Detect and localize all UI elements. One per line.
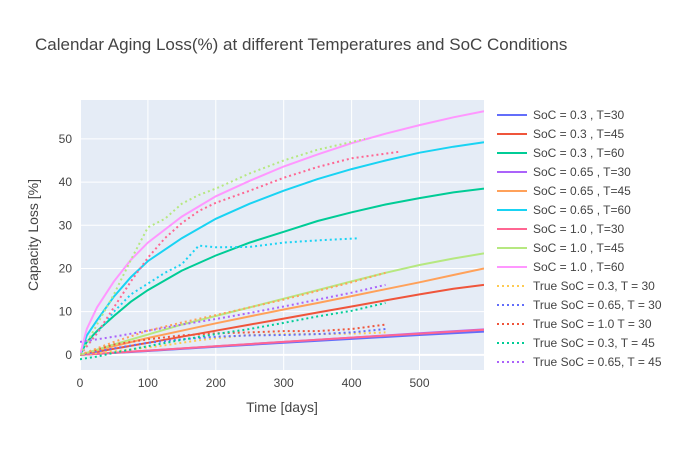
y-axis-label: Capacity Loss [%] bbox=[25, 179, 41, 291]
x-axis-label: Time [days] bbox=[246, 399, 318, 415]
y-tick-label: 40 bbox=[59, 175, 73, 189]
legend-label: SoC = 1.0 , T=45 bbox=[533, 241, 624, 255]
x-tick-label: 300 bbox=[274, 376, 294, 390]
legend-label: SoC = 0.65 , T=45 bbox=[533, 184, 631, 198]
legend-item[interactable]: True SoC = 0.65, T = 30 bbox=[497, 298, 662, 312]
legend-item[interactable]: SoC = 1.0 , T=30 bbox=[497, 222, 624, 236]
series-line-12 bbox=[80, 323, 386, 356]
x-tick-label: 0 bbox=[77, 376, 84, 390]
legend-label: SoC = 0.65 , T=30 bbox=[533, 165, 631, 179]
legend-label: True SoC = 0.3, T = 30 bbox=[533, 279, 655, 293]
legend-label: True SoC = 1.0 T = 30 bbox=[533, 317, 652, 331]
legend-item[interactable]: SoC = 1.0 , T=45 bbox=[497, 241, 624, 255]
series-line-9 bbox=[80, 110, 484, 356]
legend-label: SoC = 1.0 , T=30 bbox=[533, 222, 624, 236]
series-line-2 bbox=[80, 283, 484, 356]
x-tick-label: 500 bbox=[409, 376, 429, 390]
legend-label: True SoC = 0.65, T = 45 bbox=[533, 355, 662, 369]
y-tick-label: 0 bbox=[65, 348, 72, 362]
legend[interactable]: SoC = 0.3 , T=30 SoC = 0.3 , T=45 SoC = 0.… bbox=[497, 108, 662, 369]
series-line-18 bbox=[80, 137, 366, 356]
grid-lines bbox=[79, 100, 484, 370]
series-line-7 bbox=[80, 328, 484, 356]
legend-item[interactable]: SoC = 1.0 , T=60 bbox=[497, 260, 624, 274]
legend-item[interactable]: SoC = 0.3 , T=45 bbox=[497, 127, 624, 141]
y-tick-label: 20 bbox=[59, 261, 73, 275]
legend-label: SoC = 0.3 , T=30 bbox=[533, 108, 624, 122]
series-layer bbox=[80, 110, 484, 361]
legend-item[interactable]: SoC = 0.3 , T=30 bbox=[497, 108, 624, 122]
x-tick-label: 400 bbox=[342, 376, 362, 390]
y-tick-label: 50 bbox=[59, 132, 73, 146]
legend-label: SoC = 0.3 , T=45 bbox=[533, 127, 624, 141]
axis-layer: 0 100 200 300 400 500 0 10 20 30 40 50 bbox=[59, 132, 430, 390]
y-tick-label: 10 bbox=[59, 305, 73, 319]
series-line-6 bbox=[80, 141, 484, 356]
legend-item[interactable]: SoC = 0.65 , T=60 bbox=[497, 203, 631, 217]
legend-item[interactable]: SoC = 0.3 , T=60 bbox=[497, 146, 624, 160]
legend-item[interactable]: SoC = 0.65 , T=45 bbox=[497, 184, 631, 198]
series-line-5 bbox=[80, 267, 484, 356]
legend-label: True SoC = 0.3, T = 45 bbox=[533, 336, 655, 350]
chart-title: Calendar Aging Loss(%) at different Temp… bbox=[35, 35, 567, 54]
legend-label: True SoC = 0.65, T = 30 bbox=[533, 298, 662, 312]
legend-item[interactable]: True SoC = 0.3, T = 45 bbox=[497, 336, 655, 350]
legend-item[interactable]: True SoC = 1.0 T = 30 bbox=[497, 317, 652, 331]
plot-area bbox=[80, 100, 484, 370]
legend-item[interactable]: True SoC = 0.65, T = 45 bbox=[497, 355, 662, 369]
x-tick-label: 100 bbox=[138, 376, 158, 390]
y-tick-label: 30 bbox=[59, 218, 73, 232]
legend-label: SoC = 1.0 , T=60 bbox=[533, 260, 624, 274]
x-tick-label: 200 bbox=[206, 376, 226, 390]
legend-label: SoC = 0.65 , T=60 bbox=[533, 203, 631, 217]
legend-item[interactable]: True SoC = 0.3, T = 30 bbox=[497, 279, 655, 293]
series-line-11 bbox=[80, 328, 386, 356]
legend-item[interactable]: SoC = 0.65 , T=30 bbox=[497, 165, 631, 179]
legend-label: SoC = 0.3 , T=60 bbox=[533, 146, 624, 160]
